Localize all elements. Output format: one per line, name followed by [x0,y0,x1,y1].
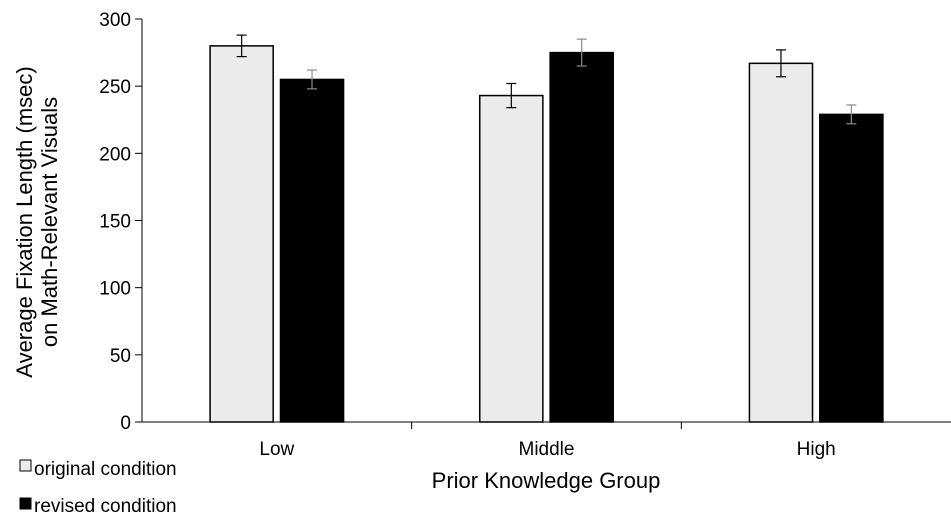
legend-swatch-revised [19,497,32,510]
y-tick-label: 150 [99,212,131,233]
y-tick-label: 100 [99,279,131,300]
y-axis-title: Average Fixation Length (msec) on Math-R… [12,66,62,377]
y-tick-label: 0 [120,413,131,434]
bar [279,78,345,423]
legend-swatch-original [19,459,32,472]
x-tick-label: High [797,439,836,460]
x-axis-title: Prior Knowledge Group [432,468,661,493]
legend-label-original: original condition [34,459,177,480]
bar [479,94,544,423]
bar [748,62,814,423]
y-tick-label: 200 [99,144,131,165]
y-tick-label: 300 [99,10,131,31]
x-tick-label: Low [259,439,294,460]
bar [819,113,884,423]
legend: original condition revised condition [19,459,177,514]
plot-area: 0 50 100 150 200 250 300 Low Middle High [99,10,951,460]
x-tick-label: Middle [519,439,575,460]
legend-label-revised: revised condition [34,496,177,514]
y-axis-title-line-2: on Math-Relevant Visuals [37,97,62,347]
y-axis-title-line-1: Average Fixation Length (msec) [12,66,37,377]
y-tick-label: 50 [110,346,131,367]
bar [549,51,614,423]
bar [209,45,274,423]
y-tick-label: 250 [99,77,131,98]
